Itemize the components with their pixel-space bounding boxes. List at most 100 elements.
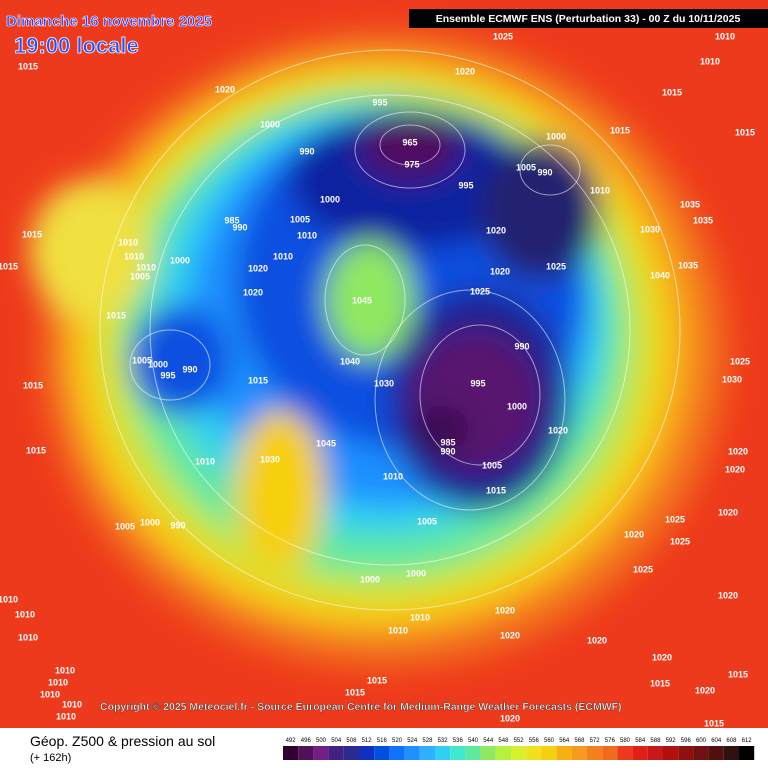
scale-label: 572 — [590, 738, 601, 744]
scale-swatch — [511, 746, 527, 760]
isobar-label: 1010 — [56, 711, 76, 721]
scale-swatch — [663, 746, 679, 760]
isobar-label: 1020 — [695, 685, 715, 695]
isobar-label: 1025 — [730, 356, 750, 366]
isobar-label: 1005 — [516, 162, 536, 172]
scale-swatch — [480, 746, 496, 760]
isobar-label: 1010 — [590, 185, 610, 195]
isobar-label: 1020 — [728, 446, 748, 456]
isobar-label: 1035 — [678, 260, 698, 270]
scale-label: 512 — [362, 738, 373, 744]
isobar-label: 1025 — [546, 261, 566, 271]
scale-swatch — [465, 746, 481, 760]
isobar-label: 1015 — [26, 445, 46, 455]
isobar-label: 1020 — [486, 225, 506, 235]
isobar-label: 1020 — [718, 507, 738, 517]
isobar-label: 990 — [440, 446, 455, 456]
isobar-label: 975 — [404, 159, 419, 169]
scale-swatch — [723, 746, 739, 760]
isobar-label: 1010 — [48, 677, 68, 687]
isobar-label: 985 — [440, 437, 455, 447]
isobar-label: 1000 — [260, 119, 280, 129]
scale-swatch — [404, 746, 420, 760]
isobar-label: 1015 — [735, 127, 755, 137]
isobar-label: 1015 — [367, 675, 387, 685]
scale-label: 520 — [392, 738, 403, 744]
scale-label: 588 — [650, 738, 661, 744]
isobar-label: 1010 — [118, 237, 138, 247]
scale-swatch — [419, 746, 435, 760]
scale-label: 492 — [286, 738, 297, 744]
isobar-label: 1015 — [18, 61, 38, 71]
isobar-label: 1020 — [490, 266, 510, 276]
isobar-label: 1025 — [493, 31, 513, 41]
scale-label: 496 — [301, 738, 312, 744]
isobar-label: 1025 — [470, 286, 490, 296]
isobar-label: 1015 — [650, 678, 670, 688]
isobar-label: 1005 — [115, 521, 135, 531]
isobar-label: 1040 — [650, 270, 670, 280]
scale-swatch — [571, 746, 587, 760]
isobar-label: 1020 — [455, 66, 475, 76]
scale-swatch — [708, 746, 724, 760]
scale-swatch — [450, 746, 466, 760]
isobar-label: 1035 — [680, 199, 700, 209]
footer-title: Géop. Z500 & pression au sol — [30, 733, 215, 749]
scale-swatch — [632, 746, 648, 760]
scale-label: 500 — [316, 738, 327, 744]
isobar-label: 995 — [470, 378, 485, 388]
isobar-label: 1000 — [320, 194, 340, 204]
isobar-label: 1015 — [486, 485, 506, 495]
isobar-label: 1000 — [140, 517, 160, 527]
isobar-label: 1020 — [243, 287, 263, 297]
isobar-label: 995 — [458, 180, 473, 190]
scale-swatch — [617, 746, 633, 760]
scale-swatch — [343, 746, 359, 760]
isobar-label: 1020 — [500, 630, 520, 640]
scale-label: 612 — [742, 738, 753, 744]
isobar-label: 1000 — [507, 401, 527, 411]
isobar-label: 990 — [170, 520, 185, 530]
scale-label: 548 — [498, 738, 509, 744]
scale-label: 596 — [681, 738, 692, 744]
scale-label: 592 — [666, 738, 677, 744]
isobar-label: 1015 — [0, 261, 18, 271]
isobar-label: 990 — [537, 167, 552, 177]
isobar-label: 1010 — [18, 632, 38, 642]
isobar-label: 1030 — [640, 224, 660, 234]
scale-swatch — [602, 746, 618, 760]
isobar-label: 1010 — [388, 625, 408, 635]
scale-label: 600 — [696, 738, 707, 744]
scale-label: 536 — [453, 738, 464, 744]
scale-label: 608 — [726, 738, 737, 744]
isobar-label: 990 — [232, 222, 247, 232]
isobar-label: 995 — [372, 97, 387, 107]
scale-label: 552 — [514, 738, 525, 744]
isobar-label: 1015 — [106, 310, 126, 320]
isobar-label: 1005 — [132, 355, 152, 365]
date: Dimanche 16 novembre 2025 — [6, 13, 212, 30]
isobar-label: 990 — [182, 364, 197, 374]
isobar-label: 1020 — [500, 713, 520, 723]
isobar-label: 1015 — [23, 380, 43, 390]
isobar-label: 1015 — [248, 375, 268, 385]
isobars — [99, 49, 681, 611]
isobar-label: 1020 — [215, 84, 235, 94]
scale-swatch — [678, 746, 694, 760]
isobar-label: 1010 — [15, 609, 35, 619]
scale-swatch — [556, 746, 572, 760]
scale-swatch — [298, 746, 314, 760]
isobar-label: 1035 — [693, 215, 713, 225]
scale-label: 540 — [468, 738, 479, 744]
isobar-label: 1010 — [124, 251, 144, 261]
footer-subtitle: (+ 162h) — [30, 752, 71, 764]
isobar-label: 1045 — [316, 438, 336, 448]
isobar-label: 1040 — [340, 356, 360, 366]
model-info: Ensemble ECMWF ENS (Perturbation 33) - 0… — [436, 13, 741, 25]
isobar-label: 1030 — [374, 378, 394, 388]
scale-swatch — [313, 746, 329, 760]
isobar-label: 1020 — [248, 263, 268, 273]
scale-swatch — [374, 746, 390, 760]
scale-swatch — [541, 746, 557, 760]
